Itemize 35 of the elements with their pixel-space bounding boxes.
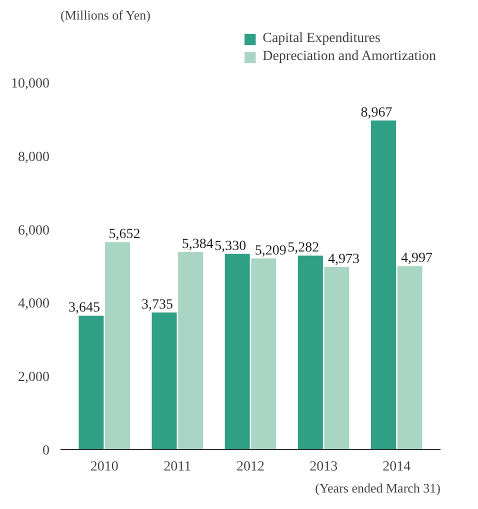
x-tick-label: 2012: [236, 460, 264, 474]
legend-label: Depreciation and Amortization: [262, 49, 436, 65]
bar: [251, 258, 276, 450]
x-tick-label: 2011: [164, 460, 192, 474]
bar: [178, 252, 204, 450]
y-tick-label: 10,000: [11, 76, 50, 92]
bar: [324, 267, 350, 450]
bar: [298, 256, 323, 450]
data-label: 8,967: [360, 105, 392, 120]
data-label: 5,282: [288, 240, 320, 256]
data-label: 5,209: [254, 243, 286, 258]
data-label: 3,735: [142, 297, 174, 312]
data-label: 5,652: [108, 227, 140, 242]
legend-label: Capital Expenditures: [262, 31, 380, 47]
bar: [371, 120, 396, 450]
bar: [397, 266, 422, 450]
y-axis-title: (Millions of Yen): [60, 8, 150, 22]
bar: [152, 312, 177, 450]
x-tick-label: 2014: [382, 460, 411, 474]
y-tick-label: 4,000: [18, 296, 50, 312]
data-label: 4,997: [401, 251, 433, 266]
x-tick-label: 2013: [310, 460, 338, 474]
data-label: 5,330: [214, 238, 246, 254]
bar: [78, 316, 104, 450]
x-tick-label: 2010: [90, 460, 118, 474]
data-label: 5,384: [182, 236, 214, 252]
text: (Years ended March 31): [315, 480, 441, 496]
data-label: 3,645: [68, 300, 100, 316]
y-tick-label: 0: [42, 444, 50, 458]
bar: [224, 254, 250, 450]
bar: [105, 242, 130, 450]
data-label: 4,973: [328, 252, 360, 268]
y-tick-label: 8,000: [18, 150, 50, 165]
y-tick-label: 6,000: [18, 223, 50, 238]
y-tick-label: 2,000: [18, 370, 50, 386]
